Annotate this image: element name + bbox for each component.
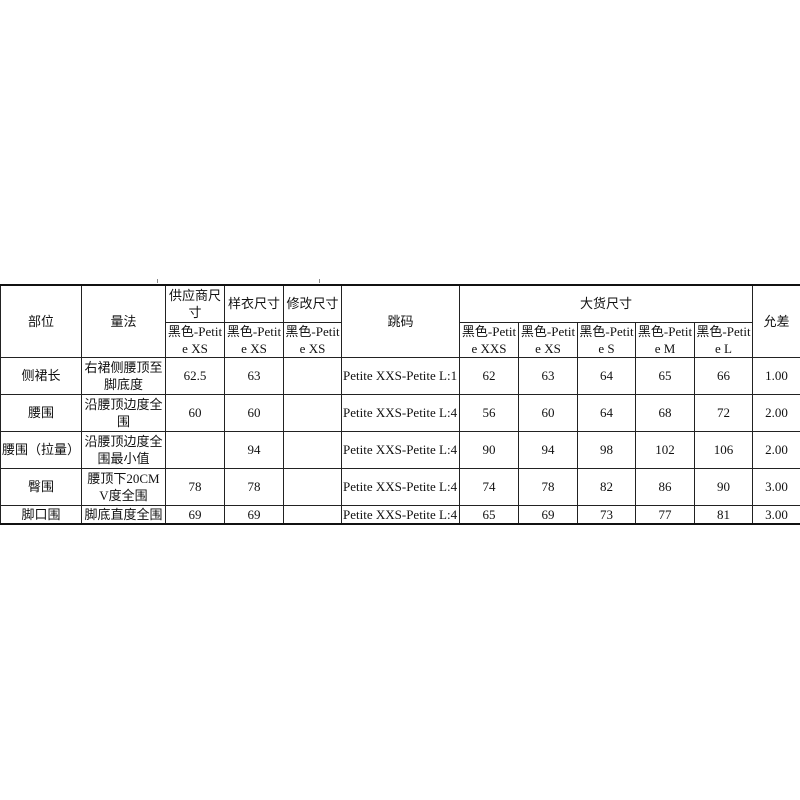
cell-bulk-l: 81 [693,504,754,525]
cell-grading: Petite XXS-Petite L:4 [341,430,460,469]
cell-supplier: 62.5 [165,356,225,395]
cell-sample: 94 [224,430,284,469]
size-spec-table: 部位 量法 供应商尺寸 样衣尺寸 修改尺寸 跳码 大货尺寸 允差 黑色-Peti… [0,284,800,525]
cell-revised [283,430,342,469]
cell-bulk-s: 64 [577,393,636,432]
cell-bulk-xxs: 56 [459,393,519,432]
subheader-bulk-m: 黑色-Petite M [635,321,695,358]
cell-bulk-m: 102 [635,430,695,469]
cell-bulk-s: 82 [577,467,636,506]
cell-grading: Petite XXS-Petite L:4 [341,467,460,506]
cell-sample: 63 [224,356,284,395]
header-method: 量法 [81,284,166,358]
cell-part: 脚口围 [0,504,82,525]
cell-method: 脚底直度全围 [81,504,166,525]
table-row: 臀围 腰顶下20CMV度全围 78 78 Petite XXS-Petite L:4 74… [0,467,800,506]
header-tolerance: 允差 [752,284,800,358]
cell-revised [283,393,342,432]
cell-grading: Petite XXS-Petite L:4 [341,393,460,432]
cell-bulk-l: 72 [693,393,754,432]
cell-bulk-xs: 94 [518,430,578,469]
cell-tolerance: 2.00 [752,430,800,469]
subheader-revised: 黑色-Petite XS [283,321,342,358]
cell-bulk-s: 73 [577,504,636,525]
cell-method: 腰顶下20CMV度全围 [81,467,166,506]
subheader-sample: 黑色-Petite XS [224,321,284,358]
tick-mark [157,279,158,283]
subheader-bulk-xxs: 黑色-Petite XXS [459,321,519,358]
cell-tolerance: 1.00 [752,356,800,395]
subheader-bulk-l: 黑色-Petite L [693,321,754,358]
cell-bulk-m: 68 [635,393,695,432]
header-row: 部位 量法 供应商尺寸 样衣尺寸 修改尺寸 跳码 大货尺寸 允差 [0,284,800,358]
cell-method: 右裙侧腰顶至脚底度 [81,356,166,395]
cell-method: 沿腰顶边度全围 [81,393,166,432]
cell-part: 腰围（拉量） [0,430,82,469]
cell-bulk-xxs: 62 [459,356,519,395]
cell-bulk-xxs: 74 [459,467,519,506]
cell-bulk-m: 65 [635,356,695,395]
cell-supplier [165,430,225,469]
cell-method: 沿腰顶边度全围最小值 [81,430,166,469]
subheader-row: 黑色-Petite XS 黑色-Petite XS 黑色-Petite XS 黑… [1,321,800,358]
cell-supplier: 69 [165,504,225,525]
cell-tolerance: 3.00 [752,467,800,506]
cell-sample: 60 [224,393,284,432]
cell-bulk-l: 90 [693,467,754,506]
header-part: 部位 [0,284,82,358]
cell-tolerance: 2.00 [752,393,800,432]
table-row: 脚口围 脚底直度全围 69 69 Petite XXS-Petite L:4 65 69 73… [0,504,800,525]
header-sample-size: 样衣尺寸 [224,284,284,323]
cell-bulk-m: 86 [635,467,695,506]
cell-bulk-xs: 69 [518,504,578,525]
cell-revised [283,504,342,525]
cell-part: 臀围 [0,467,82,506]
subheader-bulk-xs: 黑色-Petite XS [518,321,578,358]
table-row: 腰围 沿腰顶边度全围 60 60 Petite XXS-Petite L:4 56 60 64… [0,393,800,432]
cell-part: 侧裙长 [0,356,82,395]
cell-revised [283,467,342,506]
cell-revised [283,356,342,395]
table-row: 腰围（拉量） 沿腰顶边度全围最小值 94 Petite XXS-Petite L:4 9… [0,430,800,469]
cell-grading: Petite XXS-Petite L:4 [341,504,460,525]
tick-mark [319,279,320,283]
cell-bulk-m: 77 [635,504,695,525]
cell-bulk-xxs: 65 [459,504,519,525]
cell-supplier: 60 [165,393,225,432]
header-bulk-size: 大货尺寸 [458,284,754,323]
cell-part: 腰围 [0,393,82,432]
cell-bulk-s: 98 [577,430,636,469]
subheader-supplier: 黑色-Petite XS [165,321,225,358]
cell-bulk-xs: 78 [518,467,578,506]
cell-bulk-xxs: 90 [459,430,519,469]
cell-bulk-xs: 60 [518,393,578,432]
cell-supplier: 78 [165,467,225,506]
cell-tolerance: 3.00 [752,504,800,525]
cell-sample: 69 [224,504,284,525]
header-revised-size: 修改尺寸 [283,284,342,323]
cell-bulk-s: 64 [577,356,636,395]
cell-grading: Petite XXS-Petite L:1 [341,356,460,395]
cell-bulk-l: 66 [693,356,754,395]
header-grading: 跳码 [341,284,460,358]
cell-bulk-l: 106 [693,430,754,469]
header-supplier-size: 供应商尺寸 [165,284,225,323]
subheader-bulk-s: 黑色-Petite S [577,321,636,358]
table-row: 侧裙长 右裙侧腰顶至脚底度 62.5 63 Petite XXS-Petite L:1 6… [0,356,800,395]
cell-bulk-xs: 63 [518,356,578,395]
cell-sample: 78 [224,467,284,506]
